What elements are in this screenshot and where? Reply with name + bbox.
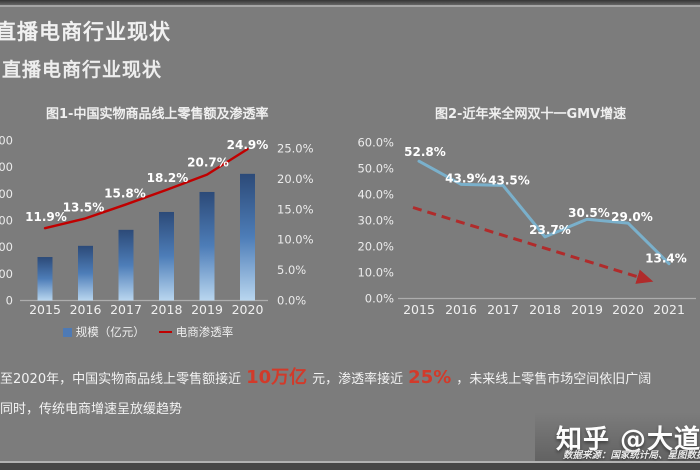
- legend-label-scale: 规模（亿元）: [75, 325, 145, 339]
- footnote-line-2: 同时，传统电商增速呈放缓趋势: [0, 402, 183, 417]
- chart1-right-tick: 20.0%: [277, 172, 314, 186]
- chart1-category-label: 2020: [232, 302, 264, 317]
- footnote: 至2020年，中国实物商品线上零售额接近 10万亿 元，渗透率接近 25% ，未…: [0, 363, 700, 417]
- top-border-line: [0, 5, 700, 7]
- bottom-border-line: [0, 461, 700, 463]
- bar-2018: [159, 211, 174, 301]
- chart2-point-label: 52.8%: [404, 145, 446, 159]
- chart2-point-label: 23.7%: [529, 223, 571, 237]
- chart2-category-label: 2018: [529, 302, 561, 317]
- chart1-right-tick: 15.0%: [277, 202, 314, 216]
- watermark-source: 数据来源：国家统计局、星图数据: [563, 450, 700, 461]
- chart1-category-label: 2016: [70, 302, 102, 317]
- legend-item-scale: 规模（亿元）: [62, 324, 145, 340]
- chart2-y-tick: 60.0%: [357, 136, 394, 150]
- chart2-point-label: 29.0%: [611, 210, 653, 224]
- chart1-category-label: 2015: [29, 302, 61, 317]
- chart1-left-tick: 100000: [0, 160, 13, 174]
- chart2-point-label: 13.4%: [645, 252, 687, 266]
- watermark-shade: [535, 412, 700, 463]
- bar-2015: [37, 257, 53, 301]
- chart1-left-tick: 0: [6, 294, 13, 308]
- legend-label-penetration: 电商渗透率: [175, 325, 234, 339]
- chart2-point-label: 43.5%: [488, 173, 530, 187]
- watermark-handle: 知乎 @大道格: [556, 425, 700, 455]
- chart1-category-label: 2018: [151, 302, 183, 317]
- line-series-swatch-icon: [158, 330, 172, 334]
- bottom-border-strip: [0, 463, 700, 470]
- chart1-category-label: 2019: [191, 302, 223, 317]
- trend-arrow: [412, 206, 654, 284]
- page-title: 直播电商行业现状: [0, 20, 171, 44]
- page-title-echo: 直播电商行业现状: [2, 59, 163, 81]
- chart2-point-label: 43.9%: [445, 171, 487, 185]
- bar-2020: [240, 173, 255, 301]
- chart2-y-tick: 30.0%: [357, 214, 394, 228]
- chart2-category-label: 2016: [445, 302, 477, 317]
- chart1-title: 图1-中国实物商品线上零售额及渗透率: [46, 107, 269, 122]
- penetration-line: [43, 147, 249, 230]
- chart1-left-tick: 120000: [0, 134, 13, 148]
- chart1-point-label: 13.5%: [63, 200, 105, 214]
- footnote-text-2: 元，渗透率接近: [312, 372, 404, 387]
- footnote-text-1: 至2020年，中国实物商品线上零售额接近: [0, 372, 242, 387]
- chart1-point-label: 15.8%: [104, 186, 146, 200]
- chart1-right-tick: 25.0%: [277, 142, 314, 156]
- chart1-point-label: 20.7%: [187, 156, 229, 170]
- footnote-line-1: 至2020年，中国实物商品线上零售额接近 10万亿 元，渗透率接近 25% ，未…: [0, 363, 700, 389]
- top-border-strip: [0, 0, 700, 5]
- chart1-point-label: 24.9%: [227, 138, 269, 152]
- chart2-y-tick: 20.0%: [357, 240, 394, 254]
- bar-series-swatch-icon: [62, 327, 72, 337]
- chart2-y-tick: 0.0%: [365, 292, 394, 306]
- chart2-category-label: 2017: [487, 302, 519, 317]
- chart2-y-tick: 10.0%: [357, 266, 394, 280]
- chart2-category-label: 2015: [403, 302, 435, 317]
- chart1-right-tick: 10.0%: [277, 233, 314, 247]
- chart1-legend: 规模（亿元） 电商渗透率: [58, 324, 238, 340]
- chart2-y-tick: 50.0%: [357, 162, 394, 176]
- chart1-right-tick: 0.0%: [277, 294, 306, 308]
- chart1-point-label: 18.2%: [147, 171, 189, 185]
- chart2-category-label: 2020: [612, 302, 644, 317]
- chart2-category-label: 2021: [653, 302, 685, 317]
- chart1-left-tick: 20000: [0, 267, 13, 281]
- chart2-point-label: 30.5%: [568, 206, 610, 220]
- chart1-left-tick: 40000: [0, 240, 13, 254]
- chart2-y-tick: 40.0%: [357, 188, 394, 202]
- footnote-highlight-percent: 25%: [408, 367, 452, 388]
- chart1-category-label: 2017: [110, 302, 142, 317]
- chart1-point-label: 11.9%: [25, 210, 67, 224]
- bar-2019: [199, 191, 215, 301]
- footnote-highlight-amount: 10万亿: [246, 367, 308, 388]
- chart1-left-tick: 60000: [0, 214, 13, 228]
- chart1-left-tick: 80000: [0, 187, 13, 201]
- chart2-category-label: 2019: [571, 302, 603, 317]
- chart1-right-tick: 5.0%: [277, 263, 306, 277]
- legend-item-penetration: 电商渗透率: [158, 324, 234, 340]
- bar-2017: [118, 229, 134, 301]
- gmv-growth-line: [417, 159, 671, 266]
- bar-2016: [78, 245, 93, 301]
- chart2-title: 图2-近年来全网双十一GMV增速: [435, 107, 627, 122]
- footnote-text-3: ，未来线上零售市场空间依旧广阔: [456, 372, 652, 387]
